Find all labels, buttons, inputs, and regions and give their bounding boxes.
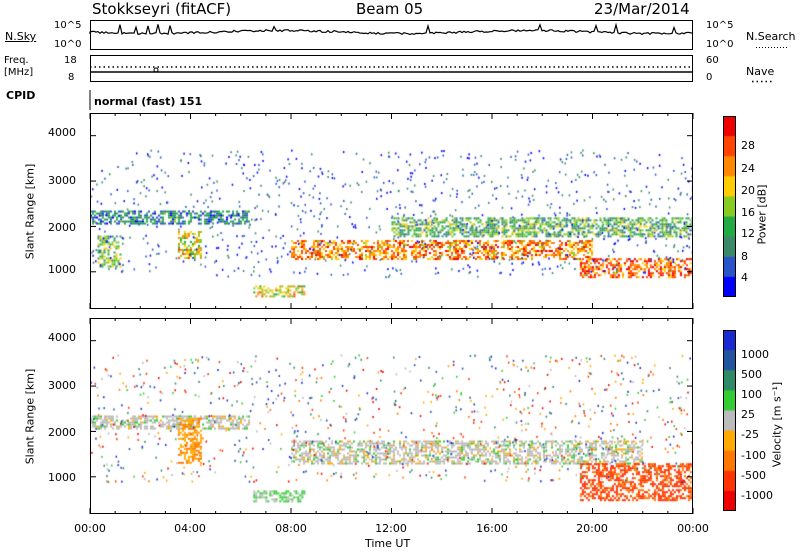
power-cb-tick-28: 28: [741, 139, 755, 152]
station-title: Stokkseyri (fitACF): [92, 0, 232, 18]
x-tick-0000: 00:00: [74, 522, 106, 535]
power-cb-tick-24: 24: [741, 162, 755, 175]
freq-label-line1: Freq.: [4, 55, 29, 66]
freq-right-tick-bottom: 0: [706, 72, 713, 83]
freq-left-tick-bottom: 8: [68, 72, 75, 83]
velocity-y-tick-2000: 2000: [48, 426, 76, 439]
power-y-tick-4000: 4000: [48, 126, 76, 139]
noise-left-tick-top: 10^5: [54, 20, 82, 31]
freq-label-line2: [MHz]: [4, 67, 34, 78]
power-y-tick-3000: 3000: [48, 174, 76, 187]
noise-left-tick-bottom: 10^0: [54, 39, 82, 50]
power-cb-tick-12: 12: [741, 227, 755, 240]
x-axis-label: Time UT: [365, 537, 411, 550]
power-colorbar-label: Power [dB]: [755, 184, 769, 245]
x-tick-1600: 16:00: [476, 522, 508, 535]
nave-legend-line: [752, 80, 772, 83]
noise-trace: [89, 22, 693, 36]
cpid-label: CPID: [6, 89, 36, 102]
velocity-heatmap: [90, 318, 693, 514]
power-y-tick-1000: 1000: [48, 263, 76, 276]
power-y-tick-2000: 2000: [48, 221, 76, 234]
vel-cb-tick-100: 100: [741, 388, 762, 401]
cpid-bar: [89, 90, 91, 110]
noise-sky-label: N.Sky: [5, 30, 37, 43]
noise-panel: [90, 20, 693, 50]
noise-right-tick-top: 10^5: [706, 20, 734, 31]
noise-search-legend-line: [756, 47, 788, 48]
x-tick-0800: 08:00: [275, 522, 307, 535]
noise-search-label: N.Search: [746, 30, 796, 43]
velocity-y-axis-label: Slant Range [km]: [23, 368, 37, 465]
velocity-y-tick-4000: 4000: [48, 331, 76, 344]
beam-title: Beam 05: [356, 0, 424, 18]
x-tick-1200: 12:00: [375, 522, 407, 535]
vel-cb-tick-neg500: -500: [741, 469, 766, 482]
x-tick-0400: 04:00: [174, 522, 206, 535]
power-cb-tick-8: 8: [741, 250, 748, 263]
vel-cb-tick-500: 500: [741, 368, 762, 381]
velocity-colorbar: [723, 330, 736, 511]
freq-panel: [90, 55, 693, 82]
velocity-y-tick-3000: 3000: [48, 379, 76, 392]
freq-right-tick-top: 60: [706, 55, 719, 66]
freq-trace: [90, 66, 693, 73]
nave-label: Nave: [746, 65, 775, 78]
vel-cb-tick-neg25: -25: [741, 428, 759, 441]
power-axis-ticks: [89, 113, 694, 309]
vel-cb-tick-25: 25: [741, 408, 755, 421]
x-tick-2000: 20:00: [576, 522, 608, 535]
power-cb-tick-16: 16: [741, 206, 755, 219]
freq-left-tick-top: 18: [64, 55, 77, 66]
power-cb-tick-20: 20: [741, 184, 755, 197]
velocity-colorbar-label: Velocity [m s⁻¹]: [770, 381, 784, 468]
power-colorbar-frame: [723, 116, 736, 297]
date-title: 23/Mar/2014: [594, 0, 690, 18]
x-tick-2400: 00:00: [677, 522, 709, 535]
vel-cb-tick-1000: 1000: [741, 348, 769, 361]
velocity-y-tick-1000: 1000: [48, 471, 76, 484]
vel-cb-tick-neg1000: -1000: [741, 489, 773, 502]
velocity-colorbar-frame: [723, 330, 736, 511]
power-cb-tick-4: 4: [741, 271, 748, 284]
power-y-axis-label: Slant Range [km]: [23, 163, 37, 260]
power-colorbar: [723, 116, 736, 297]
velocity-axis-ticks: [89, 318, 694, 514]
noise-right-tick-bottom: 10^0: [706, 39, 734, 50]
vel-cb-tick-neg100: -100: [741, 449, 766, 462]
power-heatmap: [90, 113, 693, 309]
cpid-value: normal (fast) 151: [94, 95, 203, 108]
